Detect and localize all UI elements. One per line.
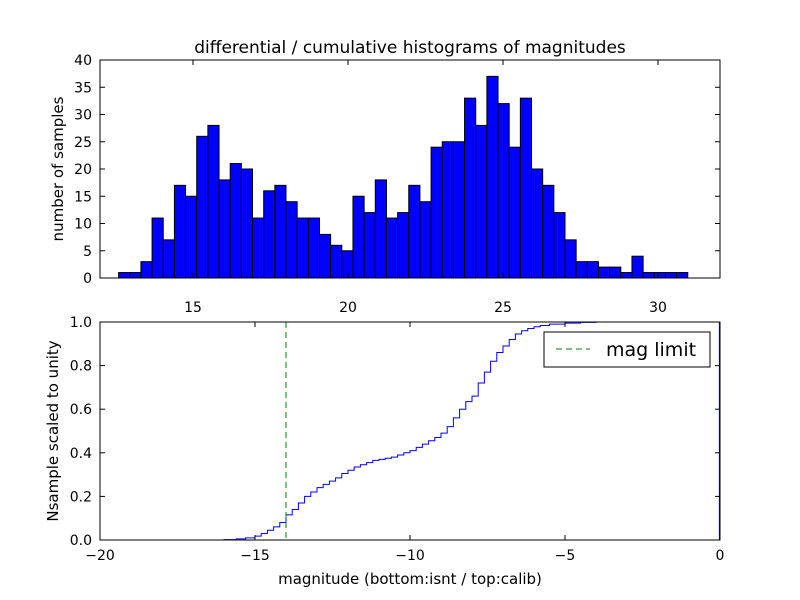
histogram-bar bbox=[207, 124, 220, 279]
histogram-bar bbox=[330, 244, 343, 279]
histogram-bar bbox=[419, 201, 432, 279]
histogram-bar bbox=[575, 261, 588, 279]
histogram-bar bbox=[642, 272, 655, 279]
y-tick-label: 20 bbox=[74, 162, 92, 178]
histogram-bar bbox=[408, 184, 421, 279]
histogram-bar bbox=[464, 97, 477, 279]
histogram-y-ticks: 0 5 10 15 20 25 30 35 40 bbox=[74, 53, 720, 287]
histogram-bar bbox=[374, 179, 387, 279]
histogram-bar bbox=[620, 272, 633, 279]
histogram-bar bbox=[475, 124, 488, 279]
cumulative-y-axis-label: Nsample scaled to unity bbox=[44, 340, 62, 521]
histogram-bar bbox=[676, 272, 689, 279]
legend-label-mag-limit: mag limit bbox=[606, 339, 696, 361]
histogram-bar bbox=[397, 212, 410, 279]
histogram-bar bbox=[285, 201, 298, 279]
histogram-bar bbox=[452, 141, 466, 279]
histogram-bar bbox=[542, 184, 555, 279]
y-tick-label: 0.0 bbox=[70, 533, 92, 549]
histogram-panel: 0 5 10 15 20 25 30 35 40 15 20 25 30 differential /… bbox=[49, 38, 721, 316]
y-tick-label: 5 bbox=[83, 244, 92, 260]
histogram-bar bbox=[631, 255, 644, 279]
histogram-bar bbox=[229, 163, 242, 279]
x-tick-label: −5 bbox=[555, 548, 576, 564]
x-tick-label: −10 bbox=[395, 548, 425, 564]
histogram-bar bbox=[564, 239, 577, 279]
histogram-bar bbox=[318, 233, 332, 279]
histogram-bar bbox=[341, 250, 354, 279]
x-tick-label: 15 bbox=[184, 300, 202, 316]
cumulative-panel: 0.0 0.2 0.4 0.6 0.8 1.0 −20 −15 −10 −5 0 magnitud… bbox=[44, 315, 724, 588]
histogram-bar bbox=[162, 239, 175, 279]
histogram-bar bbox=[196, 135, 209, 279]
y-tick-label: 0.4 bbox=[70, 446, 92, 462]
cumulative-step-line bbox=[100, 321, 720, 541]
histogram-y-axis-label: number of samples bbox=[49, 96, 67, 241]
histogram-bar bbox=[118, 272, 131, 279]
histogram-bar bbox=[185, 195, 198, 279]
histogram-bars bbox=[118, 75, 689, 279]
histogram-bar bbox=[519, 97, 533, 279]
histogram-bar bbox=[274, 184, 287, 279]
histogram-bar bbox=[307, 217, 320, 279]
histogram-bar bbox=[151, 217, 164, 279]
histogram-bar bbox=[664, 272, 678, 279]
y-tick-label: 0.6 bbox=[70, 402, 92, 418]
y-tick-label: 30 bbox=[74, 108, 92, 124]
histogram-bar bbox=[385, 217, 399, 279]
histogram-bar bbox=[352, 195, 365, 279]
y-tick-label: 0 bbox=[83, 271, 92, 287]
histogram-bar bbox=[296, 217, 309, 279]
histogram-bar bbox=[531, 168, 544, 279]
x-tick-label: −15 bbox=[240, 548, 270, 564]
y-tick-label: 0.8 bbox=[70, 359, 92, 375]
legend: mag limit bbox=[543, 331, 711, 368]
histogram-bar bbox=[252, 217, 265, 279]
histogram-bar bbox=[173, 184, 187, 279]
chart-title: differential / cumulative histograms of … bbox=[194, 38, 626, 58]
cumulative-y-ticks: 0.0 0.2 0.4 0.6 0.8 1.0 bbox=[70, 315, 720, 549]
histogram-bar bbox=[653, 272, 666, 279]
y-tick-label: 0.2 bbox=[70, 489, 92, 505]
histogram-bar bbox=[263, 190, 276, 279]
cumulative-x-ticks: −20 −15 −10 −5 0 bbox=[85, 322, 724, 564]
histogram-bar bbox=[597, 266, 611, 279]
histogram-bar bbox=[508, 146, 521, 279]
cumulative-x-axis-label: magnitude (bottom:isnt / top:calib) bbox=[278, 570, 542, 588]
y-tick-label: 35 bbox=[74, 80, 92, 96]
histogram-bar bbox=[497, 103, 510, 279]
histogram-bar bbox=[129, 272, 142, 279]
histogram-bar bbox=[486, 75, 499, 279]
y-tick-label: 40 bbox=[74, 53, 92, 69]
histogram-bar bbox=[430, 146, 443, 279]
x-tick-label: −20 bbox=[85, 548, 115, 564]
histogram-bar bbox=[140, 261, 153, 279]
x-tick-label: 20 bbox=[339, 300, 357, 316]
y-tick-label: 1.0 bbox=[70, 315, 92, 331]
y-tick-label: 25 bbox=[74, 135, 92, 151]
x-tick-label: 0 bbox=[716, 548, 725, 564]
histogram-bar bbox=[240, 168, 254, 279]
histogram-bar bbox=[586, 261, 599, 279]
histogram-bar bbox=[441, 141, 454, 279]
histogram-bar bbox=[218, 179, 231, 279]
y-tick-label: 10 bbox=[74, 217, 92, 233]
histogram-x-ticks: 15 20 25 30 bbox=[184, 60, 667, 316]
x-tick-label: 30 bbox=[649, 300, 667, 316]
y-tick-label: 15 bbox=[74, 189, 92, 205]
x-tick-label: 25 bbox=[494, 300, 512, 316]
histogram-bar bbox=[609, 266, 622, 279]
histogram-bar bbox=[553, 212, 566, 279]
histogram-bar bbox=[363, 212, 376, 279]
